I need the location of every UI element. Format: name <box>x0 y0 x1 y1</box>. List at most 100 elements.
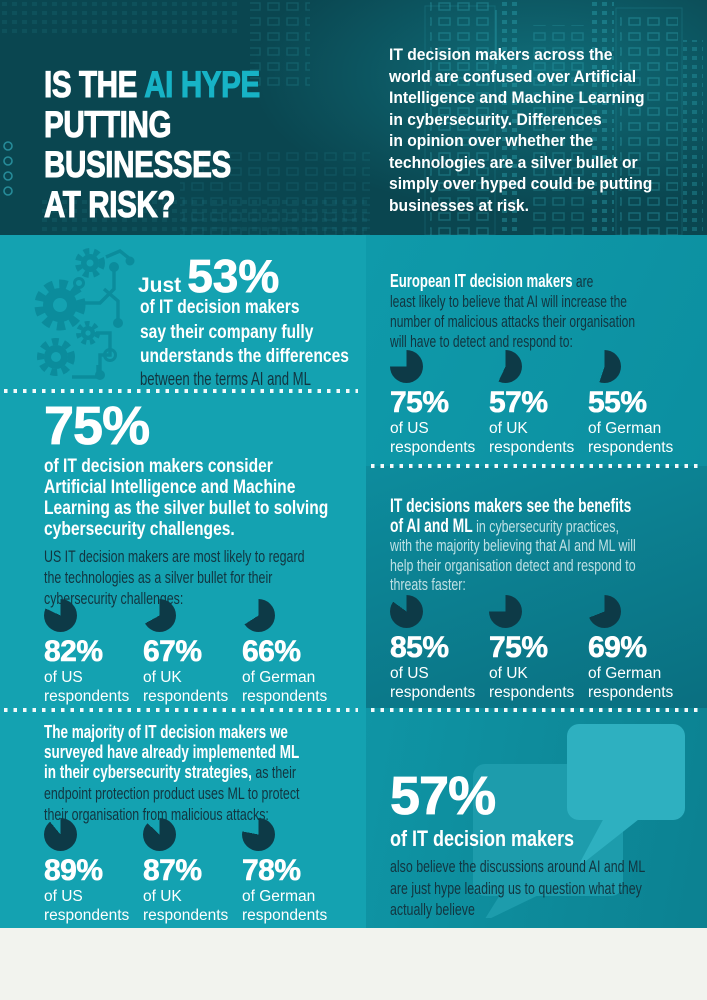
implemented-ml-stats: 89% of US respondents 87% of UK respondent… <box>44 818 352 925</box>
text-line: the technologies as a silver bullet for … <box>44 568 273 587</box>
page-title: IS THE AI HYPE PUTTING BUSINESSES AT RISK… <box>44 63 261 225</box>
title-line-2: PUTTING <box>44 103 172 145</box>
understanding-bold-text: of IT decision makers say their company … <box>140 295 349 369</box>
stat-caption: of US respondents <box>390 665 476 701</box>
stat-57-value: 57% <box>390 766 497 826</box>
text-line: IT decisions makers see the benefits <box>390 496 632 517</box>
hype-plain-text: also believe the discussions around AI a… <box>390 856 645 921</box>
pie-chart-us <box>390 350 423 383</box>
stat-53-row: Just 53% <box>138 249 280 303</box>
silver-bullet-plain-text: US IT decision makers are most likely to… <box>44 546 304 609</box>
intro-line: technologies are a silver bullet or <box>389 152 638 172</box>
pie-chart-us <box>44 599 77 632</box>
dotted-separator <box>4 708 358 712</box>
text-line: understands the differences <box>140 345 349 367</box>
intro-line: Intelligence and Machine Learning <box>389 88 645 107</box>
title-part-white: IS THE <box>44 63 138 105</box>
stat-german: 66% of German respondents <box>242 599 352 706</box>
intro-line: in opinion over whether the <box>389 131 594 150</box>
header: IS THE AI HYPE PUTTING BUSINESSES AT RISK… <box>0 0 707 235</box>
pie-chart-german <box>242 818 275 851</box>
text-line: their organisation from malicious attack… <box>44 805 269 824</box>
text-line: say their company fully <box>140 320 314 343</box>
pie-chart-uk <box>143 818 176 851</box>
stat-value: 75% <box>489 631 549 664</box>
silver-bullet-stats: 82% of US respondents 67% of UK respondent… <box>44 599 352 706</box>
stat-german: 69% of German respondents <box>588 595 698 702</box>
stat-value: 78% <box>242 854 302 887</box>
text-line: with the majority believing that AI and … <box>390 536 636 555</box>
gears-brain-circuit-icon <box>34 248 135 380</box>
intro-line: IT decision makers across the <box>389 45 613 64</box>
stat-value: 57% <box>489 386 549 419</box>
footer: es e T ENJOY SAFER TECHNOLOGY™ <box>0 928 707 1000</box>
european-text: European IT decision makers are least li… <box>390 272 635 352</box>
stat-value: 89% <box>44 854 104 887</box>
intro-line: world are confused over Artificial <box>389 66 637 86</box>
text-line: in their cybersecurity strategies, as th… <box>44 761 297 783</box>
stat-75-value: 75% <box>44 396 151 456</box>
intro-line: simply over hyped could be putting <box>389 174 653 193</box>
benefits-stats: 85% of US respondents 75% of UK respondent… <box>390 595 698 702</box>
stat-value: 69% <box>588 631 648 664</box>
text-line: Learning as the silver bullet to solving <box>44 497 329 519</box>
stat-uk: 75% of UK respondents <box>489 595 588 702</box>
intro-paragraph: IT decision makers across the world are … <box>389 44 652 216</box>
european-stats: 75% of US respondents 57% of UK respondent… <box>390 350 698 457</box>
silver-bullet-bold-text: of IT decision makers consider Artificia… <box>44 456 328 540</box>
stat-caption: of UK respondents <box>143 888 229 924</box>
stat-53-value: 53% <box>187 250 280 303</box>
intro-line: businesses at risk. <box>389 195 529 215</box>
stat-value: 67% <box>143 635 203 668</box>
text-line: US IT decision makers are most likely to… <box>44 547 305 566</box>
stat-caption: of UK respondents <box>489 420 575 456</box>
understanding-plain-text: between the terms AI and ML <box>140 369 311 389</box>
intro-line: in cybersecurity. Differences <box>389 109 602 129</box>
stat-us: 75% of US respondents <box>390 350 489 457</box>
stat-caption: of US respondents <box>44 888 130 924</box>
right-panel-european <box>366 235 707 466</box>
benefits-text: IT decisions makers see the benefits of … <box>390 497 636 595</box>
title-line-1: IS THE AI HYPE <box>44 63 261 105</box>
pie-chart-german <box>588 350 621 383</box>
pie-chart-us <box>44 818 77 851</box>
text-line: least likely to believe that AI will inc… <box>390 293 628 311</box>
stat-caption: of US respondents <box>390 420 476 456</box>
stat-caption: of UK respondents <box>489 665 575 701</box>
stat-us: 89% of US respondents <box>44 818 143 925</box>
text-line: also believe the discussions around AI a… <box>390 857 646 876</box>
hype-subheading: of IT decision makers <box>390 826 575 851</box>
pie-chart-german <box>242 599 275 632</box>
text-line: endpoint protection product uses ML to p… <box>44 784 300 803</box>
stat-caption: of German respondents <box>242 669 328 705</box>
title-line-4: AT RISK? <box>44 183 176 225</box>
stat-caption: of German respondents <box>588 665 674 701</box>
dotted-separator <box>4 389 358 393</box>
stat-caption: of German respondents <box>588 420 674 456</box>
speech-bubbles-icon <box>473 724 685 918</box>
lead-in-label: Just <box>138 274 182 297</box>
stat-uk: 57% of UK respondents <box>489 350 588 457</box>
text-line: threats faster: <box>390 575 466 594</box>
text-line: number of malicious attacks their organi… <box>390 313 636 331</box>
stat-uk: 67% of UK respondents <box>143 599 242 706</box>
text-line: of AI and ML in cybersecurity practices, <box>390 515 619 537</box>
text-line: will have to detect and respond to: <box>390 333 573 351</box>
pie-chart-german <box>588 595 621 628</box>
text-line: are just hype leading us to question wha… <box>390 878 642 898</box>
stat-value: 85% <box>390 631 450 664</box>
pie-chart-uk <box>489 595 522 628</box>
title-part-accent: AI HYPE <box>144 63 261 105</box>
stat-value: 55% <box>588 386 648 419</box>
stat-value: 87% <box>143 854 203 887</box>
pie-chart-uk <box>143 599 176 632</box>
text-line: of IT decision makers consider <box>44 455 273 477</box>
stat-caption: of US respondents <box>44 669 130 705</box>
stat-uk: 87% of UK respondents <box>143 818 242 925</box>
right-panel-benefits <box>366 466 707 708</box>
text-line: actually believe <box>390 900 475 919</box>
stat-value: 66% <box>242 635 302 668</box>
text-line: European IT decision makers are <box>390 271 594 292</box>
text-line: The majority of IT decision makers we <box>44 721 288 742</box>
